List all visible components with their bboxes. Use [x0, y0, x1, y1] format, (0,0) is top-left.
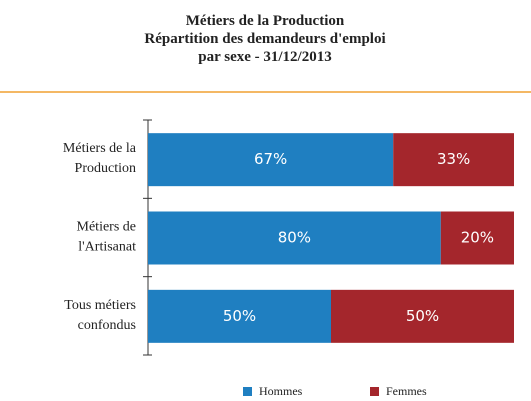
legend-label: Hommes — [259, 384, 303, 398]
bar — [440, 211, 514, 265]
bar — [331, 289, 514, 343]
legend-label: Femmes — [386, 384, 427, 398]
value-label: 20% — [461, 228, 494, 246]
value-label: 80% — [278, 228, 311, 246]
value-label: 67% — [254, 150, 287, 168]
bar — [148, 289, 331, 343]
legend-swatch — [370, 387, 379, 396]
value-label: 50% — [223, 306, 256, 324]
bar — [393, 133, 514, 187]
bar — [148, 133, 394, 187]
chart-title: Métiers de la Production Répartition des … — [144, 13, 385, 65]
y-tick-label: Métiers de l'Artisanat — [77, 220, 137, 255]
bar — [148, 211, 441, 265]
y-tick-label: Métiers de la Production — [63, 141, 137, 176]
y-tick-label: Tous métiers confondus — [64, 298, 136, 333]
legend-swatch — [243, 387, 252, 396]
value-label: 33% — [437, 150, 470, 168]
value-label: 50% — [406, 306, 439, 324]
